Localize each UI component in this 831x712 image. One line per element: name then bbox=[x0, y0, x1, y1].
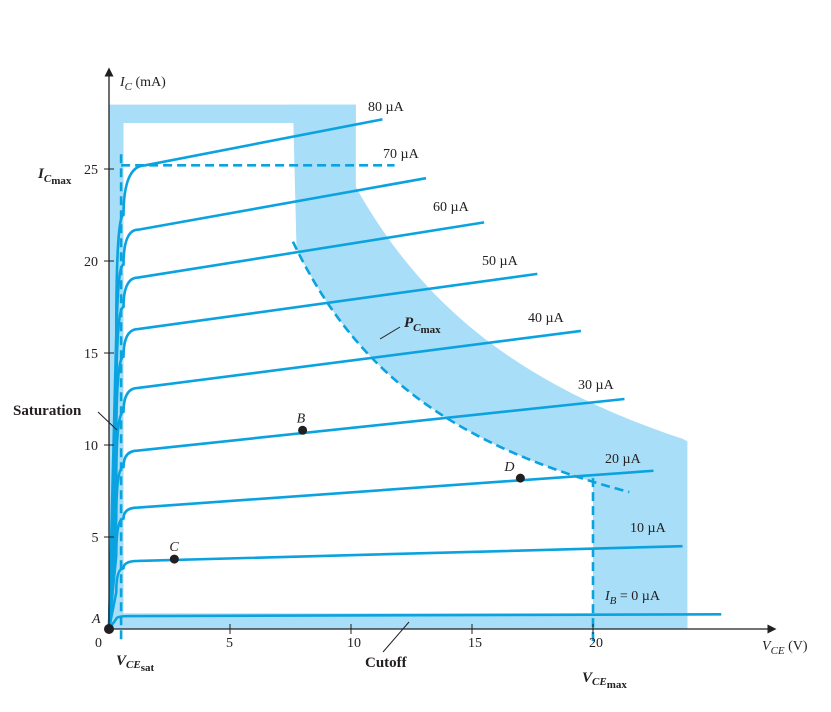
curve-ib-0 bbox=[107, 612, 722, 630]
pc-max-label: PCmax bbox=[404, 315, 441, 336]
vce-sat-label: VCEsat bbox=[116, 653, 154, 674]
x-tick-label: 10 bbox=[347, 636, 361, 651]
x-ticks: 0 5 10 15 20 bbox=[95, 624, 603, 651]
curve-ib-2 bbox=[107, 469, 654, 630]
excess-power-region bbox=[292, 104, 688, 630]
point-label-d: D bbox=[503, 460, 514, 475]
curve-labels: 10 µA 20 µA 30 µA 40 µA 50 µA 60 µA 70 µA 80 µA bbox=[368, 100, 667, 536]
y-ticks: 5 10 15 20 25 bbox=[84, 163, 114, 546]
vce-max-label: VCEmax bbox=[582, 670, 627, 691]
curve-ib-8 bbox=[107, 118, 383, 630]
y-tick-label: 25 bbox=[84, 163, 98, 178]
y-tick-label: 5 bbox=[92, 531, 99, 546]
curve-label-7: 70 µA bbox=[383, 147, 420, 162]
curve-label-6: 60 µA bbox=[433, 200, 470, 215]
x-tick-label: 5 bbox=[226, 636, 233, 651]
limit-lines bbox=[119, 154, 630, 643]
curve-label-3: 30 µA bbox=[578, 378, 615, 393]
y-tick-label: 10 bbox=[84, 439, 98, 454]
curve-label-8: 80 µA bbox=[368, 100, 405, 115]
pc-max-leader bbox=[379, 326, 401, 340]
curve-label-2: 20 µA bbox=[605, 452, 642, 467]
point-label-a: A bbox=[91, 612, 101, 627]
y-axis-title: IC (mA) bbox=[119, 75, 166, 93]
point-label-c: C bbox=[169, 540, 179, 555]
ic-max-label: ICmax bbox=[37, 166, 72, 187]
saturation-label: Saturation bbox=[13, 403, 82, 419]
x-tick-label: 0 bbox=[95, 636, 102, 651]
curve-label-5: 50 µA bbox=[482, 254, 519, 269]
curve-label-4: 40 µA bbox=[528, 311, 565, 326]
y-tick-label: 20 bbox=[84, 255, 98, 270]
curve-ib-1 bbox=[107, 544, 683, 630]
point-b bbox=[298, 425, 308, 435]
point-label-b: B bbox=[297, 411, 306, 426]
collector-curves bbox=[107, 118, 722, 630]
x-tick-label: 20 bbox=[589, 636, 603, 651]
point-d bbox=[515, 473, 525, 483]
pc-max-curve bbox=[291, 241, 630, 494]
saturation-leader bbox=[97, 411, 118, 431]
operating-regions bbox=[109, 104, 688, 630]
cutoff-label: Cutoff bbox=[365, 655, 408, 671]
x-axis-title: VCE (V) bbox=[762, 639, 808, 657]
point-a bbox=[104, 624, 114, 634]
y-tick-label: 15 bbox=[84, 347, 98, 362]
curve-ib-5 bbox=[107, 272, 538, 630]
cutoff-region bbox=[109, 613, 688, 629]
x-tick-label: 15 bbox=[468, 636, 482, 651]
point-c bbox=[169, 554, 179, 564]
operating-points: A B C D bbox=[91, 411, 525, 634]
cutoff-leader bbox=[382, 621, 410, 653]
curve-label-1: 10 µA bbox=[630, 521, 667, 536]
ib-zero-label: IB = 0 µA bbox=[604, 589, 661, 607]
